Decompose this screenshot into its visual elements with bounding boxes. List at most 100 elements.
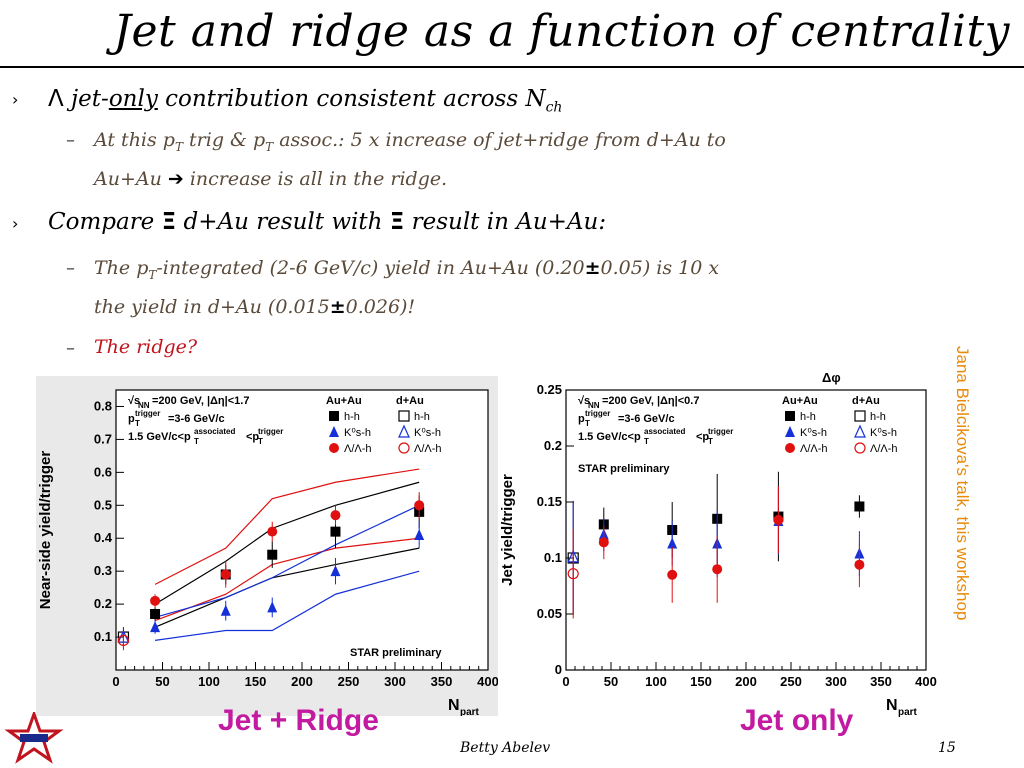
y-tick-label: 0.4 <box>94 530 113 545</box>
side-note-text: Jana Bielcikova's talk, this workshop <box>953 346 972 621</box>
bullet-marker: › <box>12 214 19 233</box>
x-tick-label: 250 <box>338 674 360 689</box>
data-point <box>667 569 678 580</box>
legend-label: h-h <box>870 411 886 423</box>
annot-sup: trigger <box>135 409 160 418</box>
annot-sup: trigger <box>258 427 283 436</box>
legend-label: K⁰s-h <box>870 427 897 439</box>
caption-jet-ridge: Jet + Ridge <box>218 704 379 737</box>
data-point <box>567 568 579 580</box>
legend-label: h-h <box>800 411 816 423</box>
near-side-yield-chart: 0 50 100 150 200 250 300 350 400 0.1 0.2 0.3 0.4 0.5 0… <box>36 376 499 718</box>
x-axis-label: N <box>886 697 898 714</box>
annot-sup: trigger <box>585 409 610 418</box>
annot-sub: NN <box>588 401 600 410</box>
sub-bullet-yield: The pT-integrated (2-6 GeV/c) yield in A… <box>94 252 984 323</box>
caption-jet-only: Jet only <box>740 704 854 737</box>
annot-trig: =3-6 GeV/c <box>168 413 225 425</box>
x-axis-label-sub: part <box>898 707 918 718</box>
y-tick-label: 0.1 <box>544 550 562 565</box>
y-tick-label: 0.25 <box>537 382 562 397</box>
annot-assoc: 1.5 GeV/c<p <box>128 431 191 443</box>
slide-title: Jet and ridge as a function of centralit… <box>113 6 1010 57</box>
x-tick-label: 150 <box>690 674 712 689</box>
x-tick-label: 0 <box>562 674 569 689</box>
annot-sup: trigger <box>708 427 733 436</box>
annot-sub: NN <box>138 401 150 410</box>
legend-marker <box>398 442 410 454</box>
star-preliminary: STAR preliminary <box>578 463 670 475</box>
lambda-symbol: Λ <box>48 86 64 112</box>
legend-marker <box>785 411 795 421</box>
jet-yield-svg: 0 50 100 150 200 250 300 350 400 0 0.05 0.1 0.15 0.2 0… <box>499 370 937 718</box>
y-tick-label: 0.05 <box>537 606 562 621</box>
data-point <box>598 537 609 548</box>
x-tick-label: 50 <box>155 674 169 689</box>
annot-lt: <p <box>246 431 259 443</box>
x-tick-label: 200 <box>735 674 757 689</box>
data-point <box>414 528 425 540</box>
bullet-marker: › <box>12 90 19 109</box>
legend-label: h-h <box>344 411 360 423</box>
y-tick-label: 0.5 <box>94 497 112 512</box>
y-tick-label: 0 <box>555 662 562 677</box>
x-tick-label: 100 <box>645 674 667 689</box>
star-logo <box>4 709 64 764</box>
bullet-lambda-jet: Λ jet-only contribution consistent acros… <box>48 84 562 123</box>
x-tick-label: 350 <box>431 674 453 689</box>
data-point <box>330 510 341 521</box>
x-tick-label: 100 <box>198 674 220 689</box>
systematic-band-upper <box>154 504 420 618</box>
x-tick-label: 0 <box>112 674 119 689</box>
x-tick-label: 300 <box>384 674 406 689</box>
bullet-xi-compare: Compare Ξ d+Au result with Ξ result in A… <box>48 209 607 235</box>
legend-header-dau: d+Au <box>396 395 424 407</box>
annot-sub: T <box>585 419 590 428</box>
legend-label: Λ/Λ-h <box>870 443 898 455</box>
legend-marker <box>329 411 339 421</box>
legend-marker <box>785 426 795 437</box>
annot-sqrt: √s <box>578 395 590 407</box>
title-divider <box>0 66 1024 68</box>
x-axis-label-sub: part <box>460 707 480 716</box>
star-logo-icon <box>4 709 64 764</box>
footer-author: Betty Abelev <box>460 740 551 756</box>
annot-pt: p <box>128 413 135 425</box>
annot-sub: T <box>194 437 199 446</box>
annot-sub: T <box>708 437 713 446</box>
annot-sub: T <box>644 437 649 446</box>
legend-label: Λ/Λ-h <box>344 443 372 455</box>
legend-label: K⁰s-h <box>414 427 441 439</box>
annot-sqrt: √s <box>128 395 140 407</box>
legend-marker <box>854 410 866 422</box>
annot-lt: <p <box>696 431 709 443</box>
data-point <box>220 604 231 616</box>
data-point <box>150 621 161 633</box>
systematic-band-upper <box>154 468 420 585</box>
data-point <box>267 601 278 613</box>
annot-sub: T <box>135 419 140 428</box>
y-tick-label: 0.6 <box>94 464 112 479</box>
sub-line: Au+Au ➔ increase is all in the ridge. <box>94 167 448 190</box>
data-point <box>854 501 865 512</box>
x-tick-label: 300 <box>825 674 847 689</box>
data-point <box>117 634 130 646</box>
data-point <box>330 526 341 537</box>
x-tick-label: 200 <box>291 674 313 689</box>
y-tick-label: 0.2 <box>544 438 562 453</box>
data-point <box>414 500 425 511</box>
x-axis-label: N <box>448 697 460 714</box>
sub-bullet-increase: At this pT trig & pT assoc.: 5 x increas… <box>94 124 974 195</box>
data-point <box>267 526 278 537</box>
annot-trig: =3-6 GeV/c <box>618 413 675 425</box>
bullet-text: jet- <box>63 86 109 112</box>
y-tick-label: 0.7 <box>94 431 112 446</box>
arrow-right-icon: ➔ <box>167 167 184 190</box>
data-point <box>220 569 231 580</box>
data-point <box>773 514 784 525</box>
data-point <box>667 537 678 549</box>
legend-label: K⁰s-h <box>800 427 827 439</box>
side-note: Jana Bielcikova's talk, this workshop <box>942 346 1002 716</box>
x-tick-label: 400 <box>915 674 937 689</box>
jet-yield-chart: 0 50 100 150 200 250 300 350 400 0 0.05 0.1 0.15 0.2 0… <box>499 370 942 720</box>
